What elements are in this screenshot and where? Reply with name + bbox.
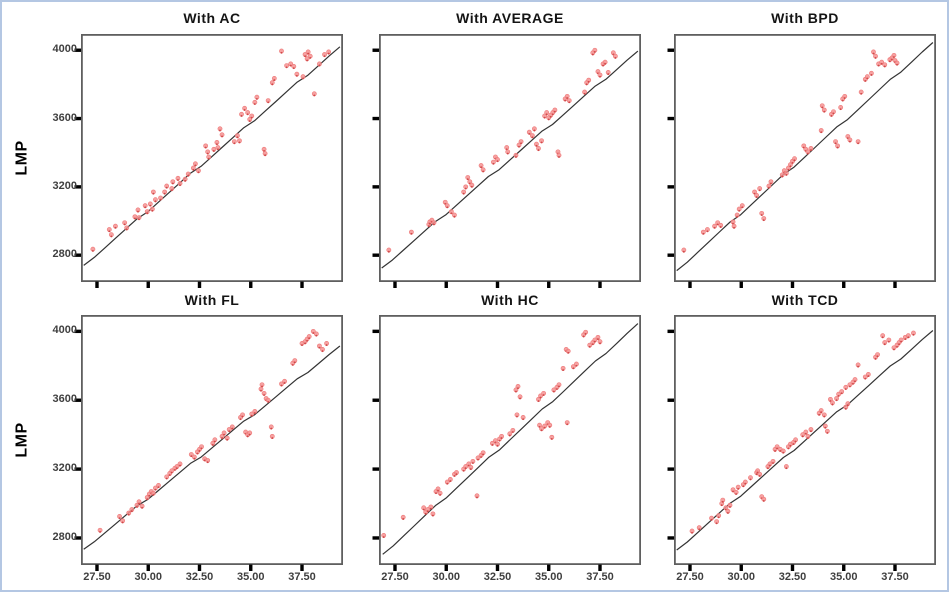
scatter-panel-with-tcd <box>667 315 936 571</box>
x-tick-label-27.50: 27.50 <box>381 571 409 583</box>
y-tick-label-4000: 4000 <box>52 43 77 56</box>
y-tick-label-3200: 3200 <box>52 179 77 192</box>
scatter-panel-with-hc <box>372 315 641 571</box>
scatter-panel-with-bpd <box>667 34 936 288</box>
panel-title-with-fl: With FL <box>184 292 240 308</box>
y-tick-label-4000: 4000 <box>52 324 77 337</box>
y-axis-label-text: LMP <box>14 422 31 458</box>
x-tick-label-37.50: 37.50 <box>881 571 909 583</box>
x-tick-label-30.00: 30.00 <box>134 571 162 583</box>
fit-line <box>382 323 639 555</box>
y-tick-label-2800: 2800 <box>52 248 77 261</box>
data-points <box>97 328 329 533</box>
axis-ticks <box>667 329 897 571</box>
fit-line <box>676 330 934 551</box>
fit-line <box>676 42 934 272</box>
axis-ticks <box>372 329 602 571</box>
x-tick-label-27.50: 27.50 <box>676 571 704 583</box>
plot-border <box>80 34 343 282</box>
panel-title-with-hc: With HC <box>481 292 539 308</box>
y-tick-label-3600: 3600 <box>52 393 77 406</box>
axis-ticks <box>372 48 602 288</box>
data-points <box>381 329 603 539</box>
axis-ticks <box>74 48 304 288</box>
x-tick-label-32.50: 32.50 <box>778 571 807 583</box>
fit-line <box>83 345 341 550</box>
panel-title-with-tcd: With TCD <box>771 292 839 308</box>
x-tick-label-35.00: 35.00 <box>829 571 858 583</box>
panel-title-with-ac: With AC <box>183 10 241 26</box>
x-tick-label-30.00: 30.00 <box>432 571 460 583</box>
fit-line <box>381 50 639 269</box>
scatter-panel-with-fl <box>74 315 343 571</box>
panel-title-with-average: With AVERAGE <box>456 10 564 26</box>
x-tick-label-32.50: 32.50 <box>185 571 214 583</box>
x-tick-label-37.50: 37.50 <box>288 571 316 583</box>
scatter-panel-with-average <box>372 34 641 288</box>
x-tick-label-35.00: 35.00 <box>534 571 563 583</box>
plot-border <box>673 34 936 282</box>
plot-border <box>378 34 641 282</box>
y-axis-label-text: LMP <box>14 140 31 176</box>
x-tick-label-27.50: 27.50 <box>83 571 111 583</box>
data-points <box>386 47 618 253</box>
plot-border <box>80 315 343 565</box>
axis-ticks <box>667 48 897 288</box>
data-points <box>689 330 916 534</box>
scatter-panel-with-ac <box>74 34 343 288</box>
y-tick-label-3200: 3200 <box>52 462 77 475</box>
x-tick-label-32.50: 32.50 <box>483 571 512 583</box>
data-points <box>681 49 900 253</box>
x-tick-label-37.50: 37.50 <box>586 571 614 583</box>
y-tick-label-2800: 2800 <box>52 530 77 543</box>
y-tick-label-3600: 3600 <box>52 111 77 124</box>
y-axis-label-row1: LMP <box>12 123 34 193</box>
data-points <box>90 48 332 252</box>
x-tick-label-35.00: 35.00 <box>236 571 265 583</box>
axis-ticks <box>74 329 304 571</box>
panel-title-with-bpd: With BPD <box>771 10 839 26</box>
x-tick-label-30.00: 30.00 <box>727 571 755 583</box>
y-axis-label-row2: LMP <box>12 405 34 475</box>
